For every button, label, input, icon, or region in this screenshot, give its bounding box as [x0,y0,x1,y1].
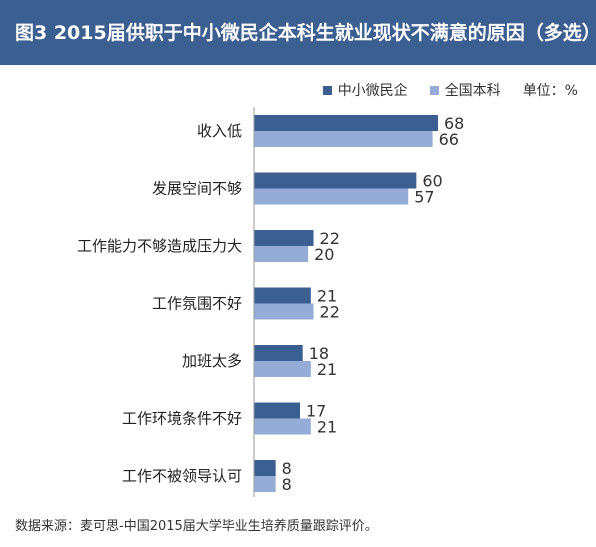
category-label: 工作能力不够造成压力大 [77,237,242,255]
legend-item-series1: 中小微民企 [322,80,408,100]
legend-swatch-series1 [322,85,332,95]
data-label: 20 [314,245,334,264]
data-label: 17 [306,402,326,421]
category-label: 收入低 [197,122,242,140]
data-label: 68 [444,114,464,133]
bar-series1 [254,402,300,419]
bar-series2 [254,476,276,492]
bar-series1 [254,172,417,189]
data-label: 18 [309,344,329,363]
data-label: 60 [422,172,442,191]
category-label: 加班太多 [182,352,242,370]
data-label: 8 [282,475,292,494]
data-label: 21 [317,360,337,379]
bar-series1 [254,287,311,304]
data-label: 22 [320,303,340,322]
legend-label-series2: 全国本科 [444,83,501,99]
legend-label-series1: 中小微民企 [337,83,408,99]
data-label: 21 [317,418,337,437]
legend-item-series2: 全国本科 [429,80,501,100]
bar-series2 [254,418,311,435]
bar-series2 [254,303,314,320]
category-label: 发展空间不够 [152,180,242,198]
bar-series1 [254,115,438,131]
bar-series2 [254,188,409,205]
bar-series2 [254,361,311,377]
title-bar: 图3 2015届供职于中小微民企本科生就业现状不满意的原因（多选） [0,0,596,65]
bar-series1 [254,460,276,476]
category-label: 工作不被领导认可 [122,467,242,485]
legend-unit: 单位：% [522,83,578,99]
bar-series2 [254,246,309,262]
category-label: 工作氛围不好 [152,295,242,313]
data-label: 8 [282,459,292,478]
data-label: 57 [414,188,434,207]
data-label: 66 [439,130,459,149]
legend: 中小微民企 全国本科 单位：% [322,80,578,100]
bar-series2 [254,131,433,147]
legend-swatch-series2 [429,85,439,95]
chart-title: 图3 2015届供职于中小微民企本科生就业现状不满意的原因（多选） [15,22,596,44]
bar-series1 [254,345,303,361]
data-label: 21 [317,287,337,306]
bar-series1 [254,230,314,246]
source-note: 数据来源：麦可思-中国2015届大学毕业生培养质量跟踪评价。 [15,519,378,534]
category-label: 工作环境条件不好 [122,410,242,428]
data-label: 22 [320,229,340,248]
